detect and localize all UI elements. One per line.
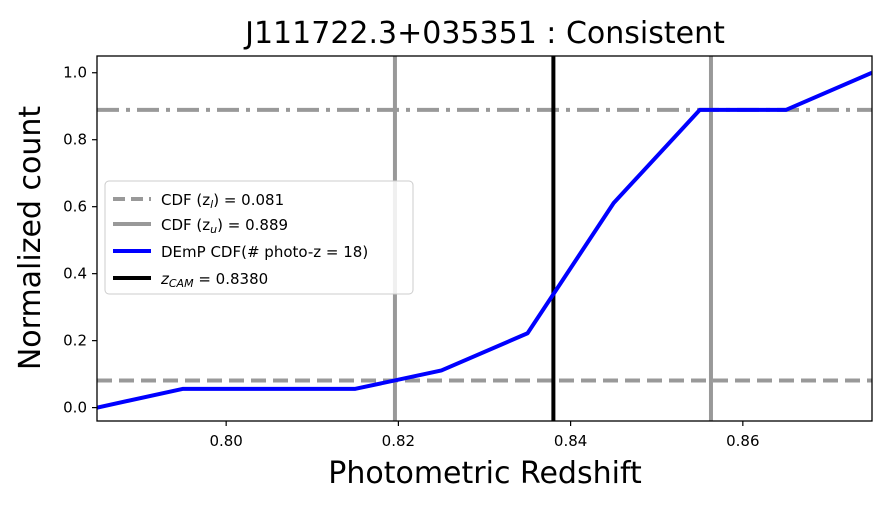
y-tick-label: 0.8 — [63, 131, 87, 149]
x-axis-label: Photometric Redshift — [328, 456, 642, 491]
y-tick-label: 0.0 — [63, 399, 87, 417]
legend-label-demp-cdf: DEmP CDF(# photo-z = 18) — [161, 243, 368, 261]
y-axis-label: Normalized count — [13, 106, 48, 371]
x-tick-label: 0.80 — [209, 432, 242, 450]
series-line-demp-cdf — [97, 70, 872, 410]
y-tick-label: 0.2 — [63, 332, 87, 350]
legend: CDF (zl) = 0.081 CDF (zu) = 0.889 DEmP C… — [104, 180, 414, 295]
y-tick-label: 0.4 — [63, 265, 87, 283]
legend-box — [104, 180, 414, 295]
plot-frame — [96, 55, 873, 422]
y-tick-label: 0.6 — [63, 198, 87, 216]
legend-label-cdf-zu: CDF (zu) = 0.889 — [161, 216, 288, 236]
legend-label-zcam: zCAM = 0.8380 — [160, 270, 268, 290]
y-tick-label: 1.0 — [63, 64, 87, 82]
legend-label-cdf-zl: CDF (zl) = 0.081 — [161, 191, 284, 211]
chart-title: J111722.3+035351 : Consistent — [243, 16, 725, 51]
x-tick-label: 0.82 — [382, 432, 415, 450]
x-tick-label: 0.86 — [726, 432, 759, 450]
x-tick-label: 0.84 — [554, 432, 587, 450]
axis-ticks: 0.80 0.82 0.84 0.86 0.0 0.2 0.4 0.6 0.8 1.0 — [63, 64, 759, 450]
plot-area — [97, 56, 872, 421]
